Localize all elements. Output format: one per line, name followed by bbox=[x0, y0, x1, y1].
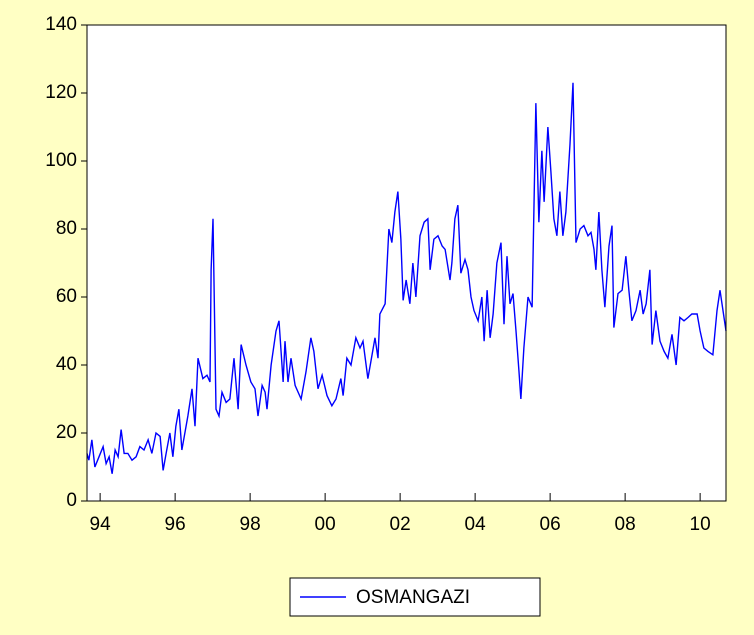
legend-label: OSMANGAZI bbox=[356, 587, 470, 608]
x-tick-label: 08 bbox=[615, 514, 636, 535]
x-tick-label: 04 bbox=[465, 514, 487, 535]
y-tick-label: 80 bbox=[56, 218, 77, 239]
x-tick-label: 10 bbox=[690, 514, 711, 535]
x-tick-label: 00 bbox=[315, 514, 336, 535]
plot-area bbox=[87, 25, 726, 501]
y-tick-label: 20 bbox=[56, 422, 77, 443]
x-tick-label: 98 bbox=[240, 514, 261, 535]
series-line bbox=[86, 82, 727, 474]
y-tick-label: 140 bbox=[45, 14, 77, 35]
y-tick-label: 40 bbox=[56, 354, 77, 375]
y-tick-label: 120 bbox=[45, 82, 77, 103]
y-tick-label: 0 bbox=[66, 490, 77, 511]
x-tick-label: 06 bbox=[540, 514, 561, 535]
x-tick-label: 02 bbox=[390, 514, 411, 535]
x-tick-label: 94 bbox=[90, 514, 112, 535]
plot-frame bbox=[86, 24, 727, 502]
y-tick-label: 60 bbox=[56, 286, 77, 307]
x-tick-label: 96 bbox=[165, 514, 186, 535]
y-tick-label: 100 bbox=[45, 150, 77, 171]
